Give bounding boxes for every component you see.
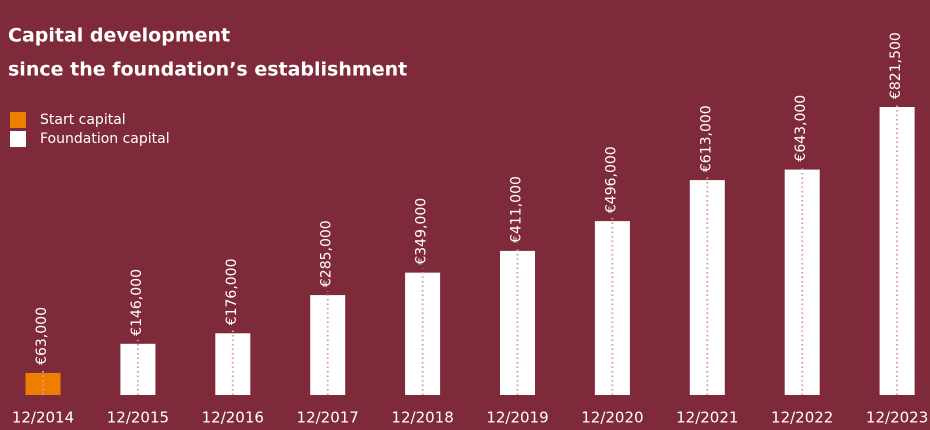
bar bbox=[120, 343, 156, 395]
legend-label: Start capital bbox=[40, 112, 126, 128]
x-tick-label: 12/2023 bbox=[866, 409, 928, 427]
x-tick-label: 12/2017 bbox=[297, 409, 359, 427]
legend-swatch bbox=[10, 131, 26, 147]
x-tick-label: 12/2016 bbox=[202, 409, 264, 427]
value-label: €411,000 bbox=[509, 176, 525, 243]
value-label: €821,500 bbox=[888, 32, 904, 99]
x-tick-label: 12/2018 bbox=[391, 409, 453, 427]
bar bbox=[689, 180, 725, 395]
chart-title: Capital development bbox=[8, 25, 230, 47]
value-label: €285,000 bbox=[319, 220, 335, 287]
value-label: €146,000 bbox=[129, 269, 145, 336]
x-tick-label: 12/2015 bbox=[107, 409, 169, 427]
bar bbox=[25, 372, 61, 395]
value-label: €643,000 bbox=[793, 95, 809, 162]
x-tick-label: 12/2019 bbox=[486, 409, 548, 427]
value-label: €349,000 bbox=[414, 198, 430, 265]
bar bbox=[405, 272, 441, 395]
x-tick-label: 12/2021 bbox=[676, 409, 738, 427]
value-label: €63,000 bbox=[34, 307, 50, 365]
x-tick-label: 12/2014 bbox=[12, 409, 74, 427]
x-tick-label: 12/2020 bbox=[581, 409, 643, 427]
value-label: €613,000 bbox=[698, 105, 714, 172]
chart-subtitle: since the foundation’s establishment bbox=[8, 59, 407, 81]
legend-swatch bbox=[10, 112, 26, 128]
x-tick-label: 12/2022 bbox=[771, 409, 833, 427]
value-label: €176,000 bbox=[224, 258, 240, 325]
value-label: €496,000 bbox=[603, 146, 619, 213]
legend-label: Foundation capital bbox=[40, 131, 170, 147]
